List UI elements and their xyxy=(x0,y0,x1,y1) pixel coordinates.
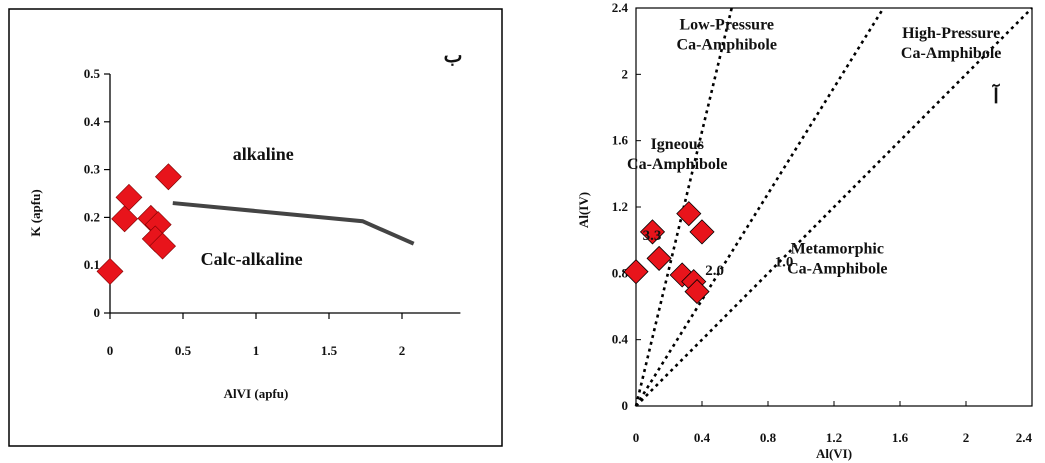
right-y-tick-label: 1.2 xyxy=(612,199,628,214)
left-region-label: alkaline xyxy=(233,144,294,164)
right-chart-panel: آ Al(VI) Al(IV) 0 0.4 0.8 1.2 1.6 2 2.4 0 0.4 0.8… xyxy=(576,0,1033,461)
left-x-tick-label: 1.5 xyxy=(321,343,338,358)
right-x-tick-label: 0.8 xyxy=(760,430,777,445)
right-ratio-label: 3.3 xyxy=(643,228,662,244)
left-divider-line xyxy=(172,201,415,246)
right-data-point xyxy=(646,245,672,271)
right-x-tick-label: 0 xyxy=(633,430,640,445)
right-y-tick-label: 0.4 xyxy=(612,332,629,347)
right-y-tick-label: 2 xyxy=(622,66,629,81)
left-data-point xyxy=(115,183,143,211)
right-x-axis-label: Al(VI) xyxy=(816,446,852,461)
left-chart-panel: ب AlVI (apfu) K (apfu) 0 0.1 0.2 0.3 0.4 0.5 0… xyxy=(8,8,503,447)
right-y-tick-label: 1.6 xyxy=(612,133,629,148)
right-data-point xyxy=(623,259,649,285)
left-panel-frame xyxy=(8,8,503,447)
right-panel-marker: آ xyxy=(991,83,1000,108)
right-data-point xyxy=(669,262,695,288)
left-data-point xyxy=(149,232,176,260)
right-ratio-label: 2.0 xyxy=(705,263,724,279)
left-data-point xyxy=(154,163,182,191)
left-data-point xyxy=(111,205,139,233)
left-y-tick-label: 0 xyxy=(94,305,101,320)
right-region-label: Ca-Amphibole xyxy=(677,37,777,54)
left-y-tick-label: 0.4 xyxy=(84,114,101,129)
right-region-label: Low-Pressure xyxy=(679,17,774,34)
left-panel-marker: ب xyxy=(444,45,463,67)
right-region-label: Ca-Amphibole xyxy=(901,45,1001,62)
left-x-axis-label: AlVI (apfu) xyxy=(224,386,289,401)
right-x-tick-label: 0.4 xyxy=(694,430,711,445)
left-y-tick-label: 0.2 xyxy=(84,209,100,224)
left-y-tick-label: 0.3 xyxy=(84,162,101,177)
left-data-point xyxy=(96,257,124,285)
left-y-tick-label: 0.5 xyxy=(84,66,101,81)
right-region-label: Ca-Amphibole xyxy=(627,156,727,173)
right-ratio-line xyxy=(634,7,885,407)
right-data-point xyxy=(684,279,710,305)
right-data-point xyxy=(639,219,666,245)
left-x-tick-label: 0.5 xyxy=(175,343,192,358)
right-y-tick-label: 2.4 xyxy=(612,0,629,15)
left-x-tick-label: 1 xyxy=(253,343,260,358)
right-region-label: Igneous xyxy=(651,136,704,153)
right-x-tick-label: 1.6 xyxy=(892,430,909,445)
right-region-label: High-Pressure xyxy=(902,25,1000,42)
right-data-point xyxy=(676,201,702,227)
right-ratio-line xyxy=(635,7,1033,407)
left-y-tick-label: 0.1 xyxy=(84,257,100,272)
right-data-point xyxy=(689,219,715,245)
right-y-tick-label: 0 xyxy=(622,398,629,413)
right-region-label: Metamorphic xyxy=(791,240,884,257)
left-region-label: Calc-alkaline xyxy=(201,249,303,269)
right-x-tick-label: 1.2 xyxy=(826,430,842,445)
right-ratio-label: 1.0 xyxy=(775,255,794,271)
right-x-tick-label: 2 xyxy=(963,430,970,445)
left-y-axis-label: K (apfu) xyxy=(28,189,43,236)
right-y-axis-label: Al(IV) xyxy=(576,192,591,228)
left-x-tick-label: 0 xyxy=(107,343,114,358)
left-x-tick-label: 2 xyxy=(399,343,406,358)
right-y-tick-label: 0.8 xyxy=(612,265,629,280)
right-region-label: Ca-Amphibole xyxy=(787,260,887,277)
right-x-tick-label: 2.4 xyxy=(1016,430,1033,445)
